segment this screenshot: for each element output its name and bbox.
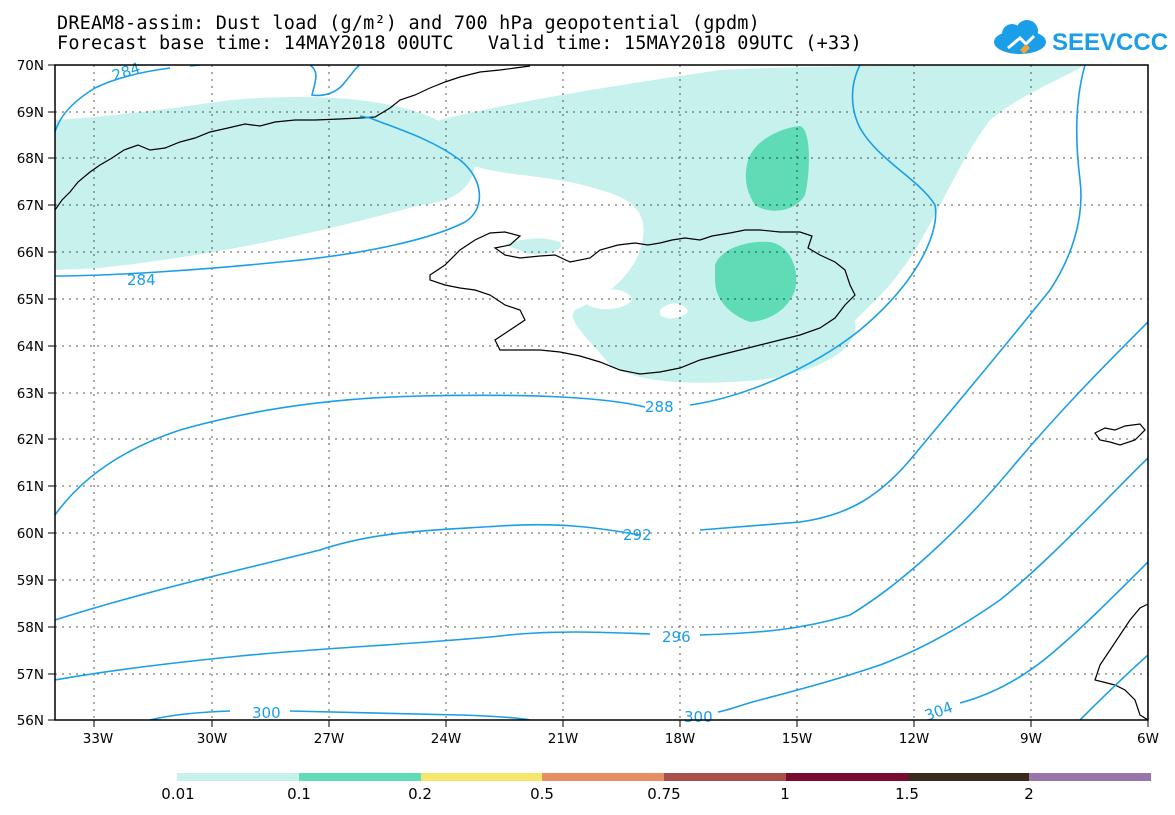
colorbar-segment: [785, 773, 908, 781]
lat-label-57n: 57N: [17, 667, 44, 683]
lon-label-21w: 21W: [548, 731, 579, 747]
contour-296: [717, 457, 1148, 713]
lon-label-30w: 30W: [197, 731, 228, 747]
lon-label-24w: 24W: [431, 731, 462, 747]
colorbar: [177, 773, 1151, 781]
dust-area-low-west-iceland: [505, 238, 561, 255]
dust-area-low-north: [440, 65, 1085, 383]
lat-label-69n: 69N: [17, 105, 44, 121]
lon-label-33w: 33W: [83, 731, 114, 747]
lat-label-62n: 62N: [17, 432, 44, 448]
colorbar-label: 0.2: [408, 785, 432, 803]
contour-304: [1079, 654, 1148, 720]
contour-284-west: [55, 115, 481, 277]
lat-label-60n: 60N: [17, 526, 44, 542]
greenland-coastline: [55, 65, 531, 211]
contour-label-296: 296: [662, 628, 691, 646]
contour-label-288: 288: [645, 398, 674, 416]
contour-label-284-west: 284: [127, 271, 156, 289]
dust-area-mid-iceland: [715, 241, 797, 322]
contour-292: [55, 321, 1148, 681]
colorbar-segment: [177, 773, 299, 781]
colorbar-segment: [298, 773, 421, 781]
lon-label-27w: 27W: [314, 731, 345, 747]
colorbar-label: 0.01: [161, 785, 195, 803]
lat-label-65n: 65N: [17, 292, 44, 308]
contour-284-east: [55, 65, 937, 516]
lat-label-66n: 66N: [17, 245, 44, 261]
lon-label-12w: 12W: [899, 731, 930, 747]
contour-300-east: [959, 561, 1148, 704]
dust-area-low-west: [55, 96, 475, 270]
lat-label-58n: 58N: [17, 620, 44, 636]
contour-label-284-top: 284: [110, 59, 143, 85]
lat-label-64n: 64N: [17, 339, 44, 355]
lat-label-61n: 61N: [17, 479, 44, 495]
lat-label-59n: 59N: [17, 573, 44, 589]
iceland-coastline: [429, 229, 856, 375]
colorbar-segment: [907, 773, 1030, 781]
seevccc-logo: SEEVCCC: [994, 20, 1168, 56]
contour-label-300-east: 300: [684, 708, 713, 726]
colorbar-label: 0.1: [287, 785, 311, 803]
contour-label-292: 292: [623, 526, 652, 544]
chart-title: DREAM8-assim: Dust load (g/m²) and 700 h…: [57, 13, 760, 34]
colorbar-segment: [420, 773, 543, 781]
scotland-coastline: [1094, 603, 1148, 720]
colorbar-segment: [1029, 773, 1151, 781]
lat-label-70n: 70N: [17, 58, 44, 74]
colorbar-label: 0.5: [530, 785, 554, 803]
dust-area-mid-north: [745, 126, 809, 211]
colorbar-segment: [542, 773, 664, 781]
colorbar-label: 2: [1024, 785, 1034, 803]
lat-label-67n: 67N: [17, 198, 44, 214]
contour-300-west: [149, 710, 531, 720]
lat-label-63n: 63N: [17, 386, 44, 402]
lon-label-9w: 9W: [1020, 731, 1042, 747]
cloud-icon: [994, 20, 1046, 54]
lon-label-6w: 6W: [1137, 731, 1159, 747]
contour-284-north-center: [309, 65, 361, 97]
colorbar-label: 0.75: [647, 785, 681, 803]
colorbar-label: 1: [780, 785, 790, 803]
lon-label-18w: 18W: [665, 731, 696, 747]
lat-label-56n: 56N: [17, 713, 44, 729]
lon-label-15w: 15W: [782, 731, 813, 747]
colorbar-segment: [664, 773, 786, 781]
contour-label-304: 304: [922, 698, 955, 725]
logo-text: SEEVCCC: [1052, 29, 1168, 56]
colorbar-label: 1.5: [895, 785, 919, 803]
contour-288-east: [55, 65, 1086, 621]
lat-label-68n: 68N: [17, 151, 44, 167]
chart-subtitle: Forecast base time: 14MAY2018 00UTC Vali…: [57, 33, 862, 54]
contour-label-300-west: 300: [252, 704, 281, 722]
faroe-coastline: [1094, 423, 1146, 446]
